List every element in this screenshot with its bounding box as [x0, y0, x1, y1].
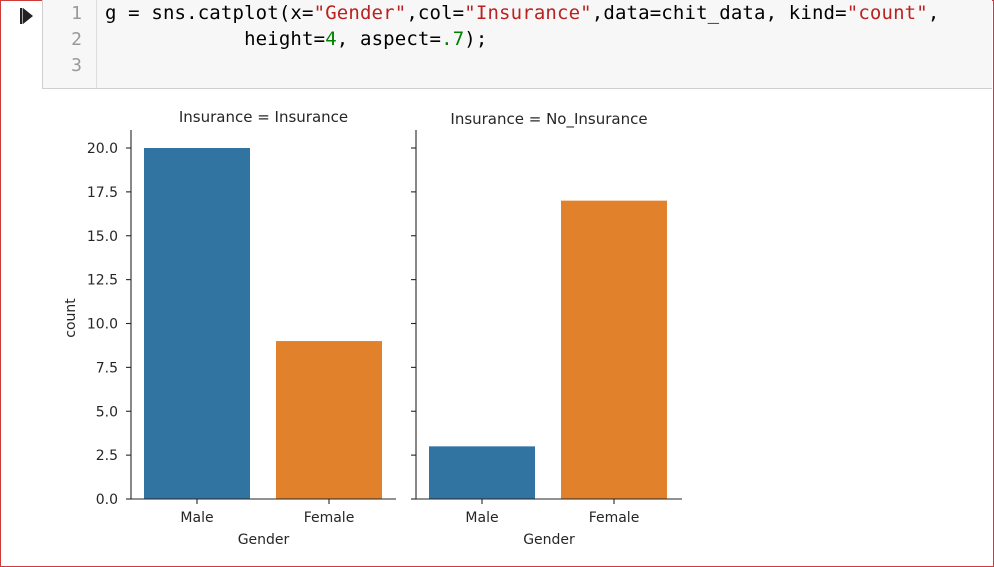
- bar-female: [276, 341, 382, 499]
- x-axis-label: Gender: [238, 532, 290, 548]
- code-token: g = sns.catplot(x=: [105, 2, 314, 24]
- code-token: );: [464, 28, 488, 50]
- code-token: , aspect=: [336, 28, 442, 50]
- code-number: .7: [441, 28, 465, 50]
- bar-male: [429, 446, 535, 499]
- code-token: ,: [927, 2, 940, 24]
- x-tick-label: Male: [465, 510, 498, 526]
- code-token: ,data=chit_data, kind=: [591, 2, 847, 24]
- bar-male: [144, 148, 250, 499]
- x-tick-label: Female: [304, 510, 355, 526]
- y-tick-label: 7.5: [96, 360, 118, 376]
- code-cell[interactable]: 1 2 3 g = sns.catplot(x="Gender",col="In…: [42, 0, 992, 89]
- code-number: 4: [325, 28, 337, 50]
- y-tick-label: 12.5: [87, 273, 118, 289]
- code-string: "Insurance": [464, 2, 592, 24]
- y-tick-label: 20.0: [87, 141, 118, 157]
- y-tick-label: 5.0: [96, 404, 118, 420]
- panel-title: Insurance = Insurance: [179, 108, 348, 126]
- code-token: ,col=: [406, 2, 465, 24]
- x-tick-label: Male: [180, 510, 213, 526]
- code-line-1[interactable]: g = sns.catplot(x="Gender",col="Insuranc…: [105, 2, 939, 24]
- y-tick-label: 0.0: [96, 492, 118, 508]
- line-number: 3: [71, 55, 82, 76]
- x-tick-label: Female: [589, 510, 640, 526]
- x-axis-label: Gender: [523, 532, 575, 548]
- catplot-figure: 0.0 2.5 5.0 7.5 10.0 12.5 15.0 17.5 20.0 count Ins…: [63, 108, 682, 548]
- line-number-gutter: 1 2 3: [43, 0, 97, 88]
- line-number: 1: [71, 3, 82, 24]
- y-axis-label: count: [63, 298, 79, 338]
- y-tick-label: 15.0: [87, 229, 118, 245]
- code-string: "Gender": [313, 2, 407, 24]
- bar-female: [561, 200, 667, 499]
- y-tick-label: 10.0: [87, 317, 118, 333]
- code-line-2[interactable]: height=4, aspect=.7);: [105, 28, 487, 50]
- run-cell-icon[interactable]: [13, 6, 37, 28]
- panel-title: Insurance = No_Insurance: [450, 110, 647, 129]
- y-tick-label: 2.5: [96, 448, 118, 464]
- line-number: 2: [71, 29, 82, 50]
- y-tick-label: 17.5: [87, 185, 118, 201]
- code-string: "count": [846, 2, 928, 24]
- code-token: height=: [105, 28, 326, 50]
